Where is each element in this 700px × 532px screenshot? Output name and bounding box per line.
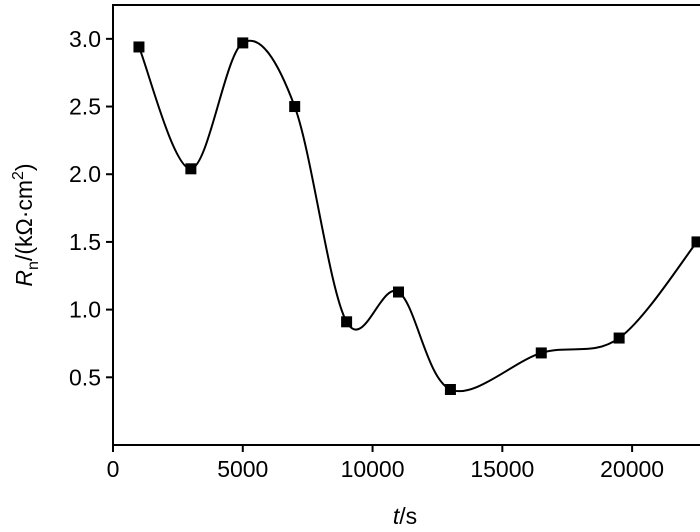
curve — [138, 39, 698, 393]
marker — [613, 332, 625, 344]
y-label-end: ) — [11, 163, 37, 171]
x-tick-label: 5000 — [217, 456, 268, 482]
y-tick-label: 2.5 — [69, 94, 101, 120]
y-label-symbol: R — [11, 270, 37, 287]
y-tick-label: 0.5 — [69, 364, 101, 390]
marker — [341, 316, 353, 328]
x-tick-label: 10000 — [341, 456, 405, 482]
marker — [691, 236, 700, 248]
y-tick-label: 3.0 — [69, 26, 101, 52]
x-label-unit: /s — [399, 503, 417, 529]
x-tick-label: 15000 — [470, 456, 534, 482]
x-tick-label: 20000 — [600, 456, 664, 482]
marker — [535, 347, 547, 359]
y-axis-label: Rn/(kΩ·cm2) — [10, 163, 42, 286]
marker — [444, 383, 456, 395]
marker — [185, 163, 197, 175]
y-label-unit: /(kΩ·cm — [11, 180, 37, 261]
plot-frame — [112, 4, 700, 446]
marker — [237, 37, 249, 49]
y-tick-label: 1.0 — [69, 297, 101, 323]
y-tick-label: 1.5 — [69, 229, 101, 255]
x-label-symbol: t — [393, 503, 401, 529]
marker — [289, 101, 301, 113]
y-tick-label: 2.0 — [69, 161, 101, 187]
marker — [393, 286, 405, 298]
y-label-sup: 2 — [10, 171, 27, 180]
x-axis-label: t/s — [393, 503, 417, 529]
y-label-sub: n — [25, 261, 42, 270]
x-tick-label: 0 — [107, 456, 120, 482]
marker — [133, 41, 145, 53]
